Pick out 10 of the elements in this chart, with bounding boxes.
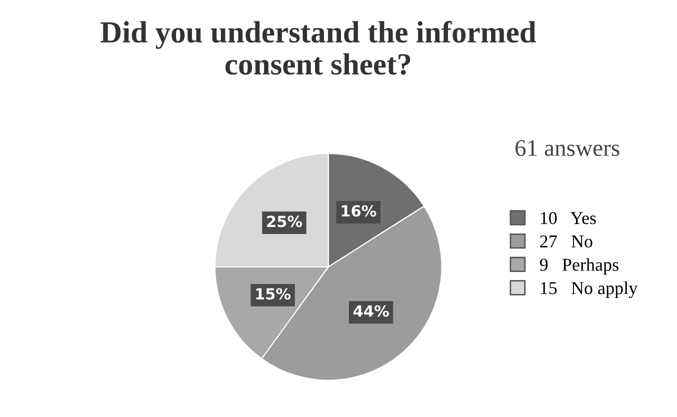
chart-subtitle: 61 answers: [516, 140, 620, 156]
chart-title: Did you understand the informed consent sheet?: [100, 20, 536, 75]
data-label: 16%: [342, 205, 376, 217]
legend-label: 9 Perhaps: [540, 258, 618, 275]
data-label: 15%: [256, 288, 291, 300]
data-label: 25%: [267, 216, 302, 228]
legend-label: 27 No: [540, 235, 592, 248]
data-label: 44%: [353, 305, 389, 317]
legend-label: 15 No apply: [540, 282, 638, 298]
legend-label: 10 Yes: [540, 212, 596, 224]
